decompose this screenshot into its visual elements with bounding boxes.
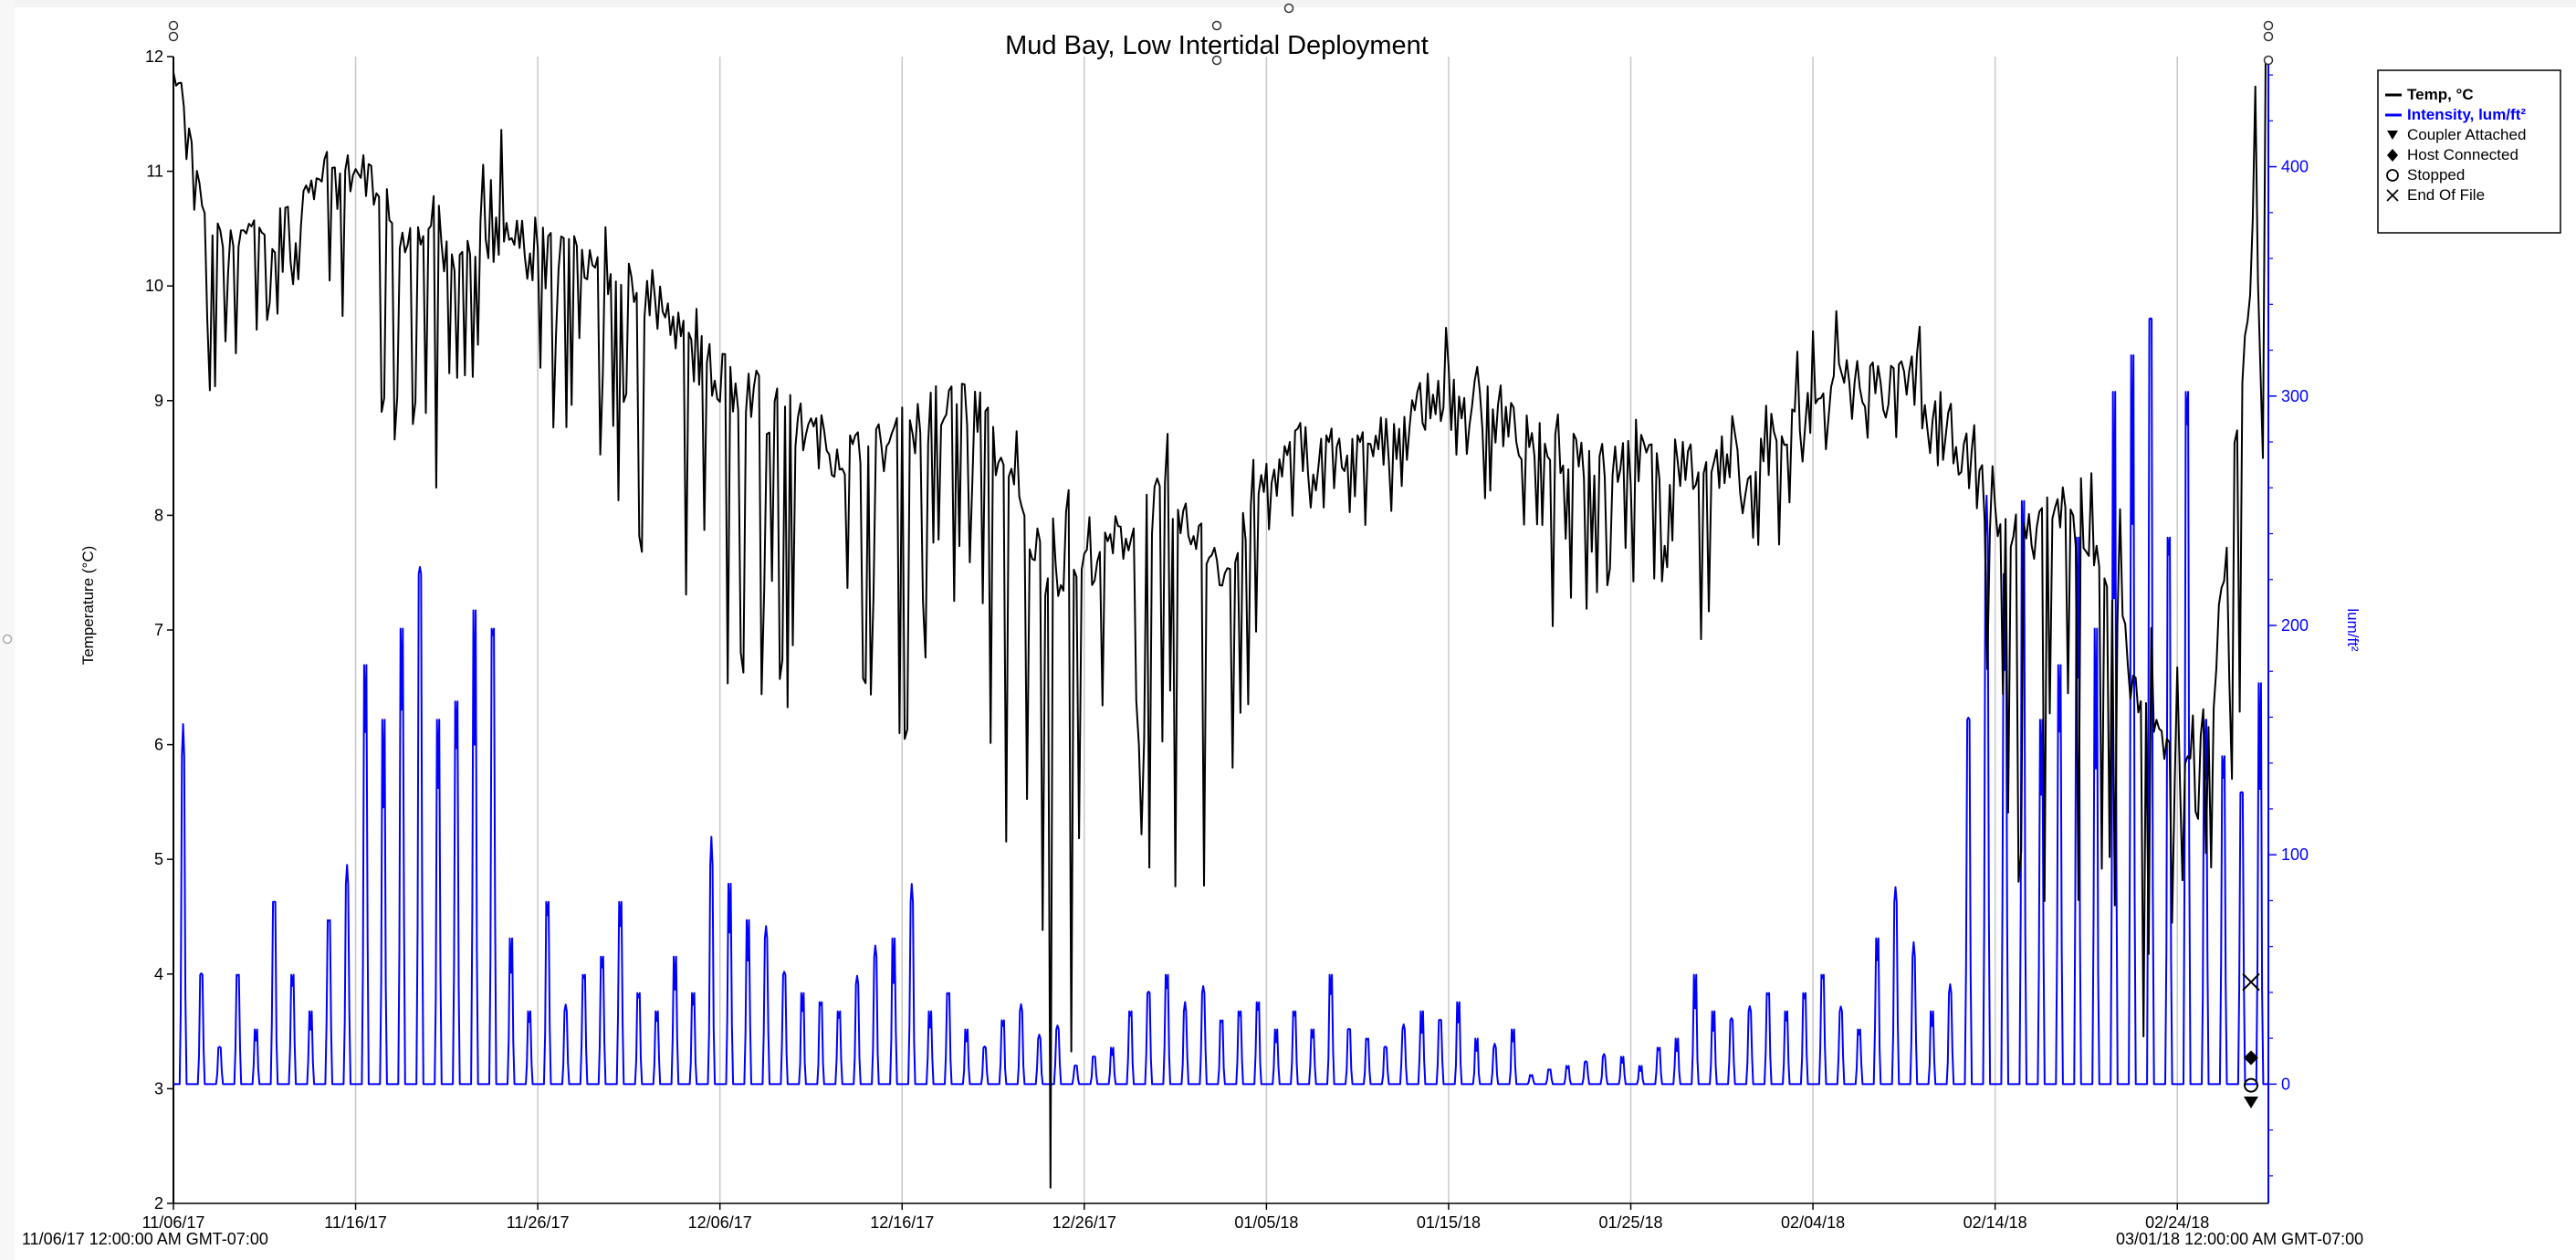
chart-title: Mud Bay, Low Intertidal Deployment: [1005, 31, 1429, 60]
x-cross-icon: [2386, 189, 2399, 202]
y-tick-label: 9: [154, 392, 163, 410]
diamond-icon: [2387, 149, 2398, 162]
window-left-edge: [0, 0, 15, 1260]
triangle-down-icon: [2387, 131, 2398, 140]
x-tick-label: 11/06/17: [142, 1213, 205, 1232]
y-tick-label: 7: [154, 621, 163, 639]
axis-handle-marker: [1211, 55, 1222, 66]
x-tick-label: 12/26/17: [1052, 1213, 1116, 1232]
y-axis-right-label: lum/ft²: [2344, 608, 2361, 652]
y2-tick-label: 300: [2281, 387, 2309, 405]
axis-handle-marker: [1211, 20, 1222, 31]
y-tick-label: 6: [154, 736, 163, 754]
x-tick-label: 11/26/17: [507, 1213, 570, 1232]
y-axis-left-label: Temperature (°C): [79, 546, 97, 666]
y-tick-label: 12: [145, 47, 163, 66]
y-tick-label: 5: [154, 850, 163, 868]
axis-handle-marker: [2, 634, 13, 645]
y-tick-label: 2: [154, 1194, 163, 1213]
x-tick-label: 11/16/17: [324, 1213, 387, 1232]
x-tick-label: 02/14/18: [1963, 1213, 2027, 1232]
y2-tick-label: 100: [2281, 845, 2309, 864]
legend-label: End Of File: [2407, 186, 2485, 204]
x-axis-end-label: 03/01/18 12:00:00 AM GMT-07:00: [2116, 1230, 2363, 1248]
axis-handle-marker: [2263, 55, 2274, 66]
axis-handle-marker: [2263, 20, 2274, 31]
axis-handle-marker: [1283, 3, 1294, 14]
x-axis-start-label: 11/06/17 12:00:00 AM GMT-07:00: [22, 1230, 268, 1248]
y-tick-label: 3: [154, 1079, 163, 1097]
axis-handle-marker: [168, 20, 179, 31]
legend-label: Temp, °C: [2407, 86, 2474, 103]
y-tick-label: 10: [145, 277, 163, 295]
x-tick-label: 12/16/17: [870, 1213, 934, 1232]
legend-label: Host Connected: [2407, 146, 2518, 163]
y-tick-label: 4: [154, 965, 163, 983]
circle-icon: [2386, 169, 2399, 182]
axis-handle-marker: [2263, 31, 2274, 42]
y2-tick-label: 0: [2281, 1075, 2290, 1093]
legend-box: [2377, 69, 2561, 234]
y-tick-label: 8: [154, 506, 163, 524]
axis-handle-marker: [168, 31, 179, 42]
temperature-series-line: [173, 56, 2267, 1189]
intensity-series-line: [173, 317, 2268, 1086]
coupler-attached-marker: [2244, 1096, 2258, 1108]
host-connected-marker: [2244, 1050, 2258, 1066]
legend-label: Coupler Attached: [2407, 126, 2526, 143]
plot-layer: 11/06/17 11/16/17 11/26/17 12/06/17 12/16/17…: [2, 3, 2309, 1232]
x-tick-label: 02/24/18: [2145, 1213, 2209, 1232]
x-tick-label: 01/05/18: [1234, 1213, 1298, 1232]
x-tick-label: 02/04/18: [1781, 1213, 1845, 1232]
stopped-marker: [2244, 1077, 2258, 1093]
y2-tick-label: 200: [2281, 616, 2309, 635]
legend-label: Intensity, lum/ft²: [2407, 106, 2526, 123]
x-tick-label: 01/25/18: [1598, 1213, 1662, 1232]
x-tick-label: 12/06/17: [688, 1213, 752, 1232]
y2-tick-label: 400: [2281, 158, 2309, 176]
legend: Temp, °C Intensity, lum/ft² Coupler Attach…: [2377, 69, 2561, 234]
end-of-file-marker: [2242, 972, 2260, 992]
x-tick-label: 01/15/18: [1417, 1213, 1481, 1232]
y-tick-label: 11: [146, 163, 163, 181]
legend-label: Stopped: [2407, 166, 2465, 184]
